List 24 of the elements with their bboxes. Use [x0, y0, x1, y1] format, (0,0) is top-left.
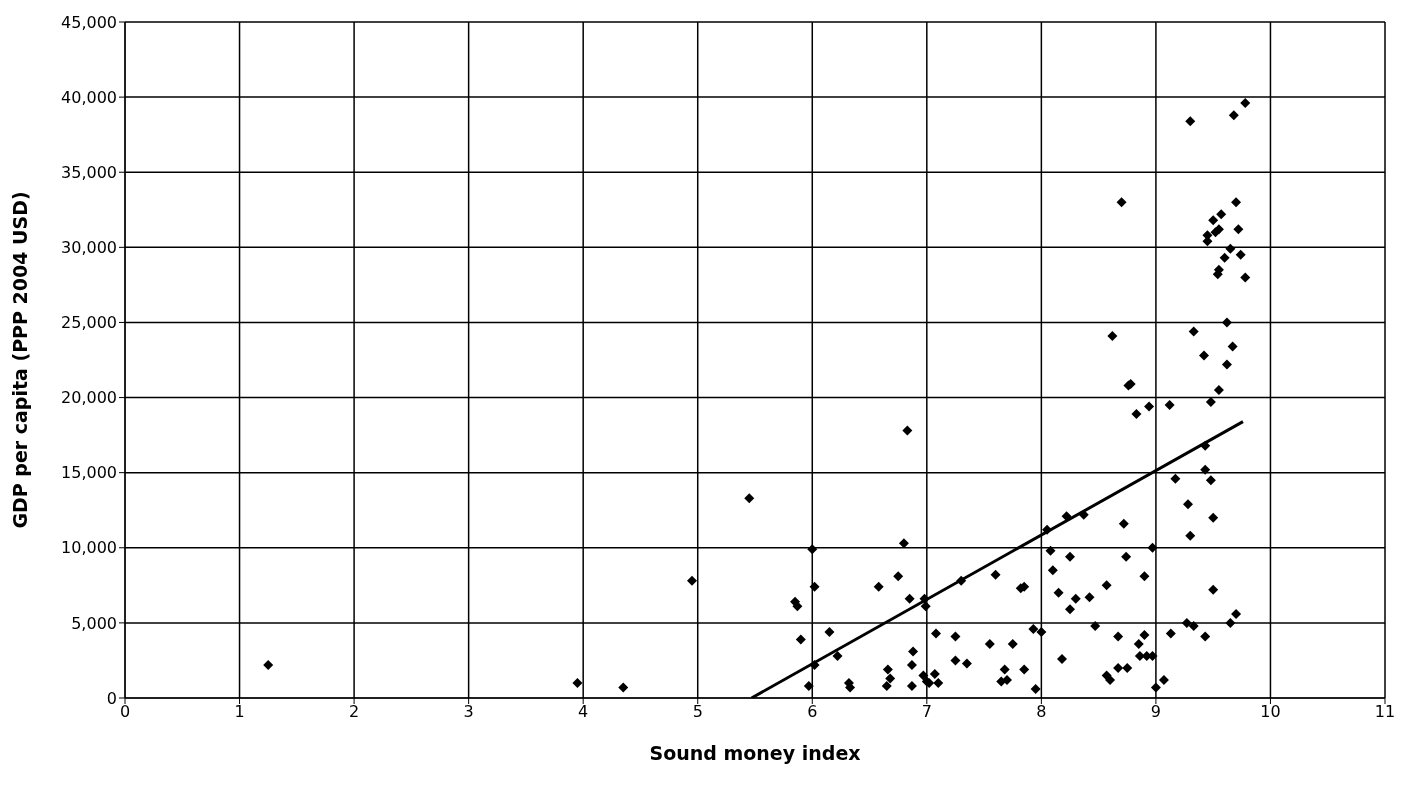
x-tick-label: 5 — [692, 702, 703, 722]
y-tick-label: 0 — [106, 688, 117, 708]
y-tick-label: 30,000 — [61, 238, 117, 258]
x-tick-label: 7 — [921, 702, 932, 722]
x-tick-label: 9 — [1150, 702, 1161, 722]
x-tick-label: 2 — [349, 702, 360, 722]
y-tick-label: 20,000 — [61, 388, 117, 408]
x-tick-label: 0 — [119, 702, 131, 722]
x-tick-label: 4 — [578, 702, 589, 722]
x-tick-label: 1 — [234, 702, 245, 722]
y-axis-title: GDP per capita (PPP 2004 USD) — [8, 191, 31, 529]
x-tick-label: 8 — [1036, 702, 1047, 722]
y-tick-label: 5,000 — [71, 613, 117, 633]
x-tick-label: 3 — [463, 702, 474, 722]
y-tick-label: 15,000 — [61, 463, 117, 483]
y-tick-label: 10,000 — [61, 538, 117, 558]
x-tick-label: 11 — [1374, 702, 1396, 722]
x-axis-title: Sound money index — [649, 742, 861, 764]
y-tick-label: 35,000 — [61, 162, 117, 182]
y-tick-label: 45,000 — [61, 12, 117, 32]
x-tick-label: 10 — [1260, 702, 1281, 722]
y-tick-label: 25,000 — [61, 313, 117, 333]
x-tick-label: 6 — [807, 702, 818, 722]
y-tick-label: 40,000 — [61, 87, 117, 107]
